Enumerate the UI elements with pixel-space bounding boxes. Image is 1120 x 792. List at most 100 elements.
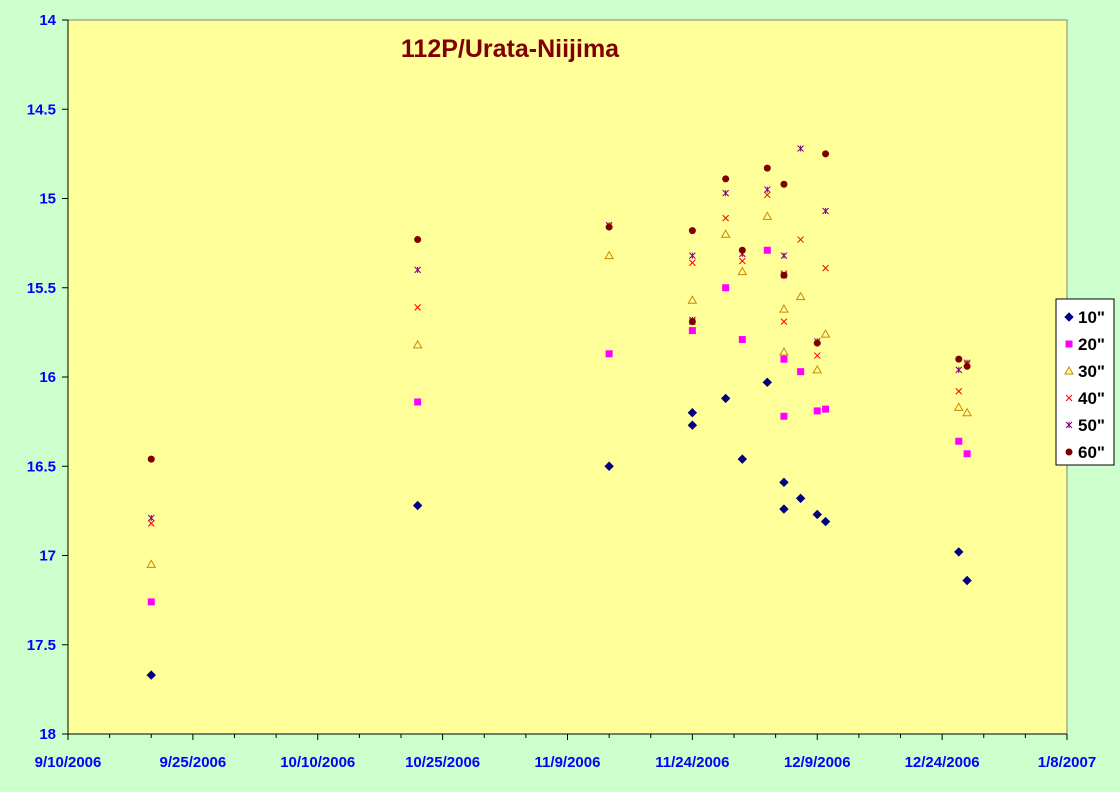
x-tick-label: 10/25/2006 xyxy=(405,754,480,771)
data-point xyxy=(738,336,746,344)
data-point xyxy=(722,189,730,197)
data-point xyxy=(795,291,806,301)
data-point xyxy=(820,516,831,527)
legend-marker xyxy=(1065,340,1073,348)
data-point xyxy=(780,180,788,188)
data-point xyxy=(147,598,155,606)
legend-marker xyxy=(1065,394,1073,402)
series-0 xyxy=(146,377,972,680)
data-point xyxy=(720,393,731,404)
legend-label: 10" xyxy=(1078,308,1105,327)
data-point xyxy=(955,355,963,363)
data-point xyxy=(737,266,748,276)
x-tick-label: 12/24/2006 xyxy=(905,754,980,771)
data-point xyxy=(812,364,823,374)
y-tick-label: 17.5 xyxy=(27,637,56,654)
x-tick-label: 12/9/2006 xyxy=(784,754,851,771)
data-point xyxy=(763,246,771,254)
data-point xyxy=(779,504,789,514)
y-tick-label: 18 xyxy=(39,726,56,743)
data-point xyxy=(412,500,423,511)
data-point xyxy=(1065,421,1073,429)
data-point xyxy=(762,377,773,388)
x-tick-label: 10/10/2006 xyxy=(280,754,355,771)
data-point xyxy=(687,420,698,430)
data-point xyxy=(813,352,821,359)
data-point xyxy=(722,175,730,183)
y-tick-label: 15 xyxy=(39,191,56,208)
y-tick-label: 14.5 xyxy=(27,101,56,118)
data-point xyxy=(146,559,157,568)
data-point xyxy=(1064,365,1074,375)
y-tick-label: 16 xyxy=(39,369,56,386)
data-point xyxy=(605,223,613,231)
data-point xyxy=(688,327,696,335)
data-point xyxy=(414,266,422,274)
data-point xyxy=(813,407,821,415)
data-point xyxy=(963,450,971,458)
legend-label: 20" xyxy=(1078,335,1105,354)
legend: 10" 20" 30" 40" 50" 60" xyxy=(1055,298,1115,466)
data-point xyxy=(780,252,788,259)
data-point xyxy=(780,318,788,326)
data-point xyxy=(414,398,422,406)
data-point xyxy=(812,509,822,520)
y-axis: 14 14.5 15 15.5 16 16.5 17 17.5 18 xyxy=(27,12,69,743)
data-point xyxy=(720,229,731,238)
legend-box xyxy=(1055,298,1115,466)
data-point xyxy=(795,493,806,504)
data-point xyxy=(953,402,964,411)
data-point xyxy=(763,191,771,199)
data-point xyxy=(687,295,698,304)
data-point xyxy=(963,362,971,370)
data-point xyxy=(822,150,830,158)
legend-marker xyxy=(1064,312,1074,322)
data-point xyxy=(797,145,804,152)
plot-area xyxy=(67,19,1068,735)
data-point xyxy=(604,250,614,260)
series-5 xyxy=(147,150,971,463)
legend-label: 60" xyxy=(1078,443,1105,462)
legend-label: 30" xyxy=(1078,362,1105,381)
data-point xyxy=(955,387,963,395)
data-point xyxy=(955,437,963,445)
data-point xyxy=(962,575,972,586)
data-point xyxy=(780,412,788,420)
y-tick-label: 16.5 xyxy=(27,458,56,475)
data-point xyxy=(779,304,789,313)
data-point xyxy=(763,164,771,172)
data-point xyxy=(797,236,804,243)
chart-title: 112P/Urata-Niijima xyxy=(401,35,620,63)
y-tick-label: 14 xyxy=(39,12,56,29)
data-point xyxy=(780,271,788,279)
data-point xyxy=(688,227,696,235)
legend-label: 50" xyxy=(1078,416,1105,435)
data-point xyxy=(687,407,698,418)
legend-marker xyxy=(1065,421,1073,429)
data-point xyxy=(722,284,730,292)
data-point xyxy=(722,214,730,222)
data-point xyxy=(1064,312,1074,322)
series-2 xyxy=(146,211,972,568)
y-tick-label: 17 xyxy=(39,548,56,565)
data-point xyxy=(954,547,964,557)
data-point xyxy=(412,339,423,349)
x-tick-label: 11/9/2006 xyxy=(535,754,601,771)
data-point xyxy=(822,207,829,215)
y-tick-label: 15.5 xyxy=(27,280,56,297)
data-point xyxy=(605,350,613,358)
data-point xyxy=(689,252,696,259)
data-point xyxy=(820,329,831,338)
legend-item: 40" xyxy=(1065,389,1105,408)
legend-item: 50" xyxy=(1065,416,1105,435)
data-point xyxy=(955,366,963,374)
data-point xyxy=(1065,448,1073,456)
data-point xyxy=(779,477,789,488)
data-point xyxy=(1065,394,1073,402)
data-point xyxy=(147,520,155,527)
data-point xyxy=(762,211,773,220)
data-point xyxy=(147,455,155,463)
legend-item: 60" xyxy=(1065,443,1105,462)
data-point xyxy=(738,246,746,254)
